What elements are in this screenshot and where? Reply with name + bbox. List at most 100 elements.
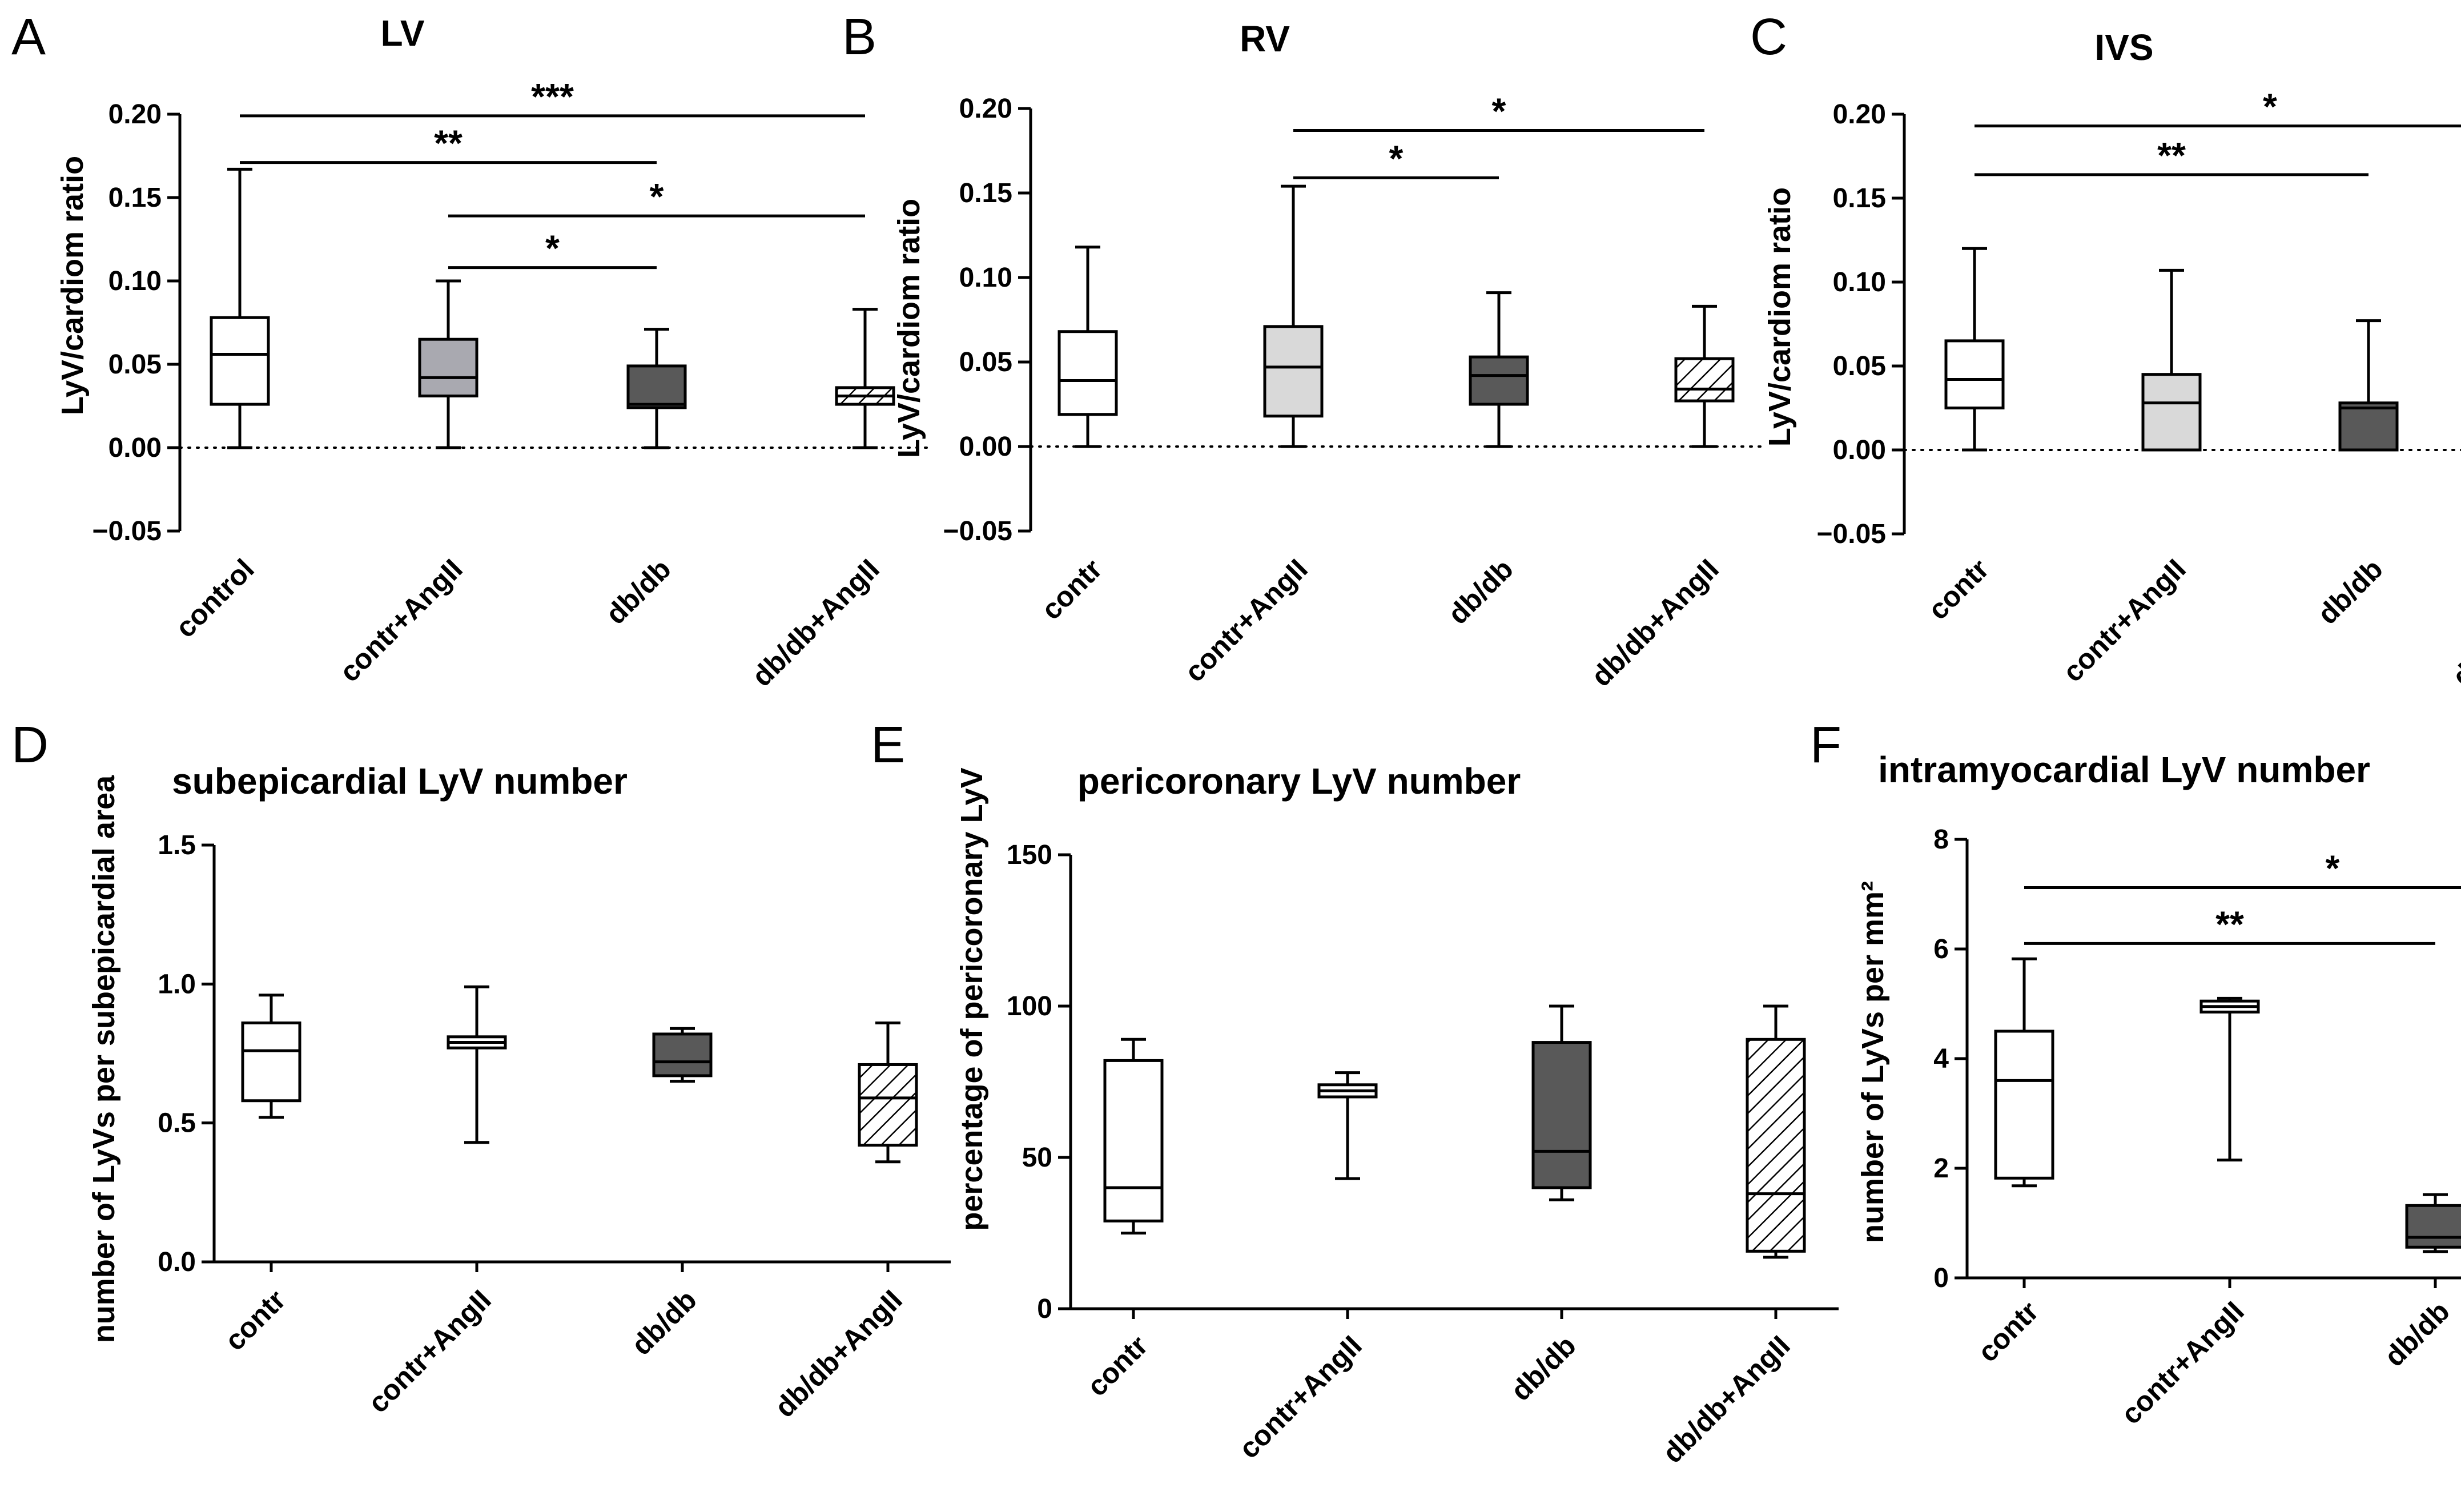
interquartile-box — [1944, 339, 2005, 410]
y-tick-label: −0.05 — [1817, 519, 1886, 549]
x-category-label: contr+AngII — [1179, 553, 1314, 688]
y-tick-label: 1.5 — [158, 830, 196, 860]
panel-letter-a: A — [11, 9, 46, 66]
interquartile-box — [1263, 325, 1324, 418]
chart-panel-d: 0.0 0.5 1.0 1.5 contr contr+AngII db/db db/db+A… — [158, 830, 951, 1423]
significance-label: * — [1492, 90, 1506, 131]
interquartile-box — [1674, 357, 1735, 403]
interquartile-box — [1469, 355, 1529, 406]
y-tick-label: −0.05 — [943, 516, 1012, 546]
x-category-label: contr+AngII — [1233, 1329, 1368, 1465]
box-4: db/db+AngII — [769, 1021, 918, 1423]
y-axis-label: LyV/cardiom ratio — [892, 199, 926, 458]
box-1: contr — [1081, 1038, 1164, 1402]
box-2: contr+AngII — [1233, 1071, 1378, 1465]
x-category-label: contr — [219, 1284, 292, 1357]
box-3: db/db — [600, 328, 687, 630]
y-axis-label: number of LyVs per subepicardial area — [87, 775, 121, 1343]
interquartile-box — [241, 1021, 301, 1103]
box-4: db/db+AngII — [1656, 1004, 1806, 1469]
y-axis-label: percentage of pericoronary LyV — [955, 767, 989, 1230]
interquartile-box — [652, 1032, 713, 1077]
interquartile-box — [1057, 330, 1118, 416]
x-category-label: contr+AngII — [2115, 1295, 2250, 1430]
chart-panel-a: −0.05 0.00 0.05 0.10 0.15 0.20 control contr+An… — [93, 76, 929, 693]
interquartile-box — [1746, 1038, 1806, 1253]
significance-label: ** — [2215, 903, 2244, 944]
x-category-label: control — [169, 553, 260, 644]
y-tick-label: 100 — [1007, 991, 1052, 1022]
box-3: db/db — [1505, 1004, 1592, 1407]
significance-label: * — [650, 176, 664, 217]
y-axis-label: LyV/cardiom ratio — [1763, 187, 1797, 447]
y-tick-label: 0.15 — [1833, 183, 1886, 214]
box-2: contr+AngII — [333, 279, 478, 688]
y-tick-label: 0.10 — [959, 263, 1012, 293]
y-tick-label: 0.10 — [108, 266, 162, 296]
interquartile-box — [626, 364, 687, 409]
x-category-label: db/db — [625, 1284, 703, 1361]
y-tick-label: 8 — [1933, 825, 1949, 855]
y-tick-label: 0.15 — [108, 183, 162, 213]
x-category-label: contr — [1922, 553, 1995, 626]
y-tick-label: 50 — [1022, 1143, 1052, 1173]
box-2: contr+AngII — [362, 985, 507, 1419]
y-tick-label: 2 — [1933, 1153, 1949, 1184]
significance-label: * — [545, 228, 560, 269]
x-category-label: db/db+AngII — [1656, 1329, 1796, 1469]
box-2: contr+AngII — [1179, 184, 1324, 688]
x-category-label: db/db+AngII — [746, 553, 886, 693]
box-1: contr — [1972, 957, 2054, 1368]
y-axis-label: number of LyVs per mm² — [1856, 881, 1890, 1243]
x-category-label: contr+AngII — [333, 553, 469, 688]
box-1: contr — [1922, 247, 2005, 626]
panel-title: pericoronary LyV number — [1077, 761, 1521, 802]
box-1: contr — [219, 994, 301, 1357]
box-2: contr+AngII — [2115, 996, 2260, 1430]
interquartile-box — [2338, 401, 2399, 452]
x-category-label: db/db — [600, 553, 677, 630]
significance-label: *** — [531, 76, 574, 117]
x-category-label: contr+AngII — [362, 1284, 497, 1419]
panel-letter-d: D — [11, 717, 49, 774]
y-tick-label: 0.00 — [108, 433, 162, 463]
y-tick-label: 0.15 — [959, 178, 1012, 208]
y-tick-label: 0.0 — [158, 1247, 196, 1277]
y-axis-label: LyV/cardiom ratio — [55, 156, 90, 415]
y-tick-label: 0.10 — [1833, 267, 1886, 297]
y-tick-label: 0.05 — [959, 347, 1012, 377]
x-category-label: contr — [1972, 1295, 2045, 1368]
y-tick-label: 0.5 — [158, 1108, 196, 1139]
y-tick-label: 0.20 — [1833, 99, 1886, 130]
y-tick-label: 0.00 — [959, 432, 1012, 462]
interquartile-box — [1103, 1059, 1164, 1223]
x-category-label: db/db+AngII — [769, 1284, 908, 1423]
panel-letter-f: F — [1810, 717, 1841, 774]
y-tick-label: 4 — [1933, 1044, 1949, 1074]
y-tick-label: 0.20 — [959, 94, 1012, 124]
panel-title: LV — [380, 13, 424, 54]
y-tick-label: 0.05 — [108, 349, 162, 380]
panel-title: RV — [1240, 18, 1290, 59]
y-tick-label: 0 — [1037, 1294, 1052, 1324]
x-category-label: db/db+AngII — [1585, 553, 1725, 693]
y-tick-label: 150 — [1007, 840, 1052, 870]
significance-label: * — [2263, 86, 2277, 127]
panel-title: intramyocardial LyV number — [1878, 749, 2370, 790]
y-tick-label: 0.05 — [1833, 351, 1886, 381]
chart-panel-c: −0.05 0.00 0.05 0.10 0.15 0.20 contr contr+AngI… — [1817, 86, 2461, 693]
interquartile-box — [418, 337, 478, 397]
significance-label: ** — [434, 123, 463, 164]
panel-letter-e: E — [871, 717, 905, 774]
box-1: control — [169, 167, 270, 644]
panel-letter-c: C — [1750, 9, 1787, 66]
y-tick-label: 0.20 — [108, 99, 162, 130]
x-category-label: contr — [1081, 1329, 1154, 1402]
box-3: db/db — [2311, 319, 2399, 630]
box-3: db/db — [1442, 291, 1529, 630]
interquartile-box — [210, 316, 270, 406]
box-4: db/db+AngII — [1585, 304, 1735, 693]
interquartile-box — [1531, 1041, 1592, 1189]
